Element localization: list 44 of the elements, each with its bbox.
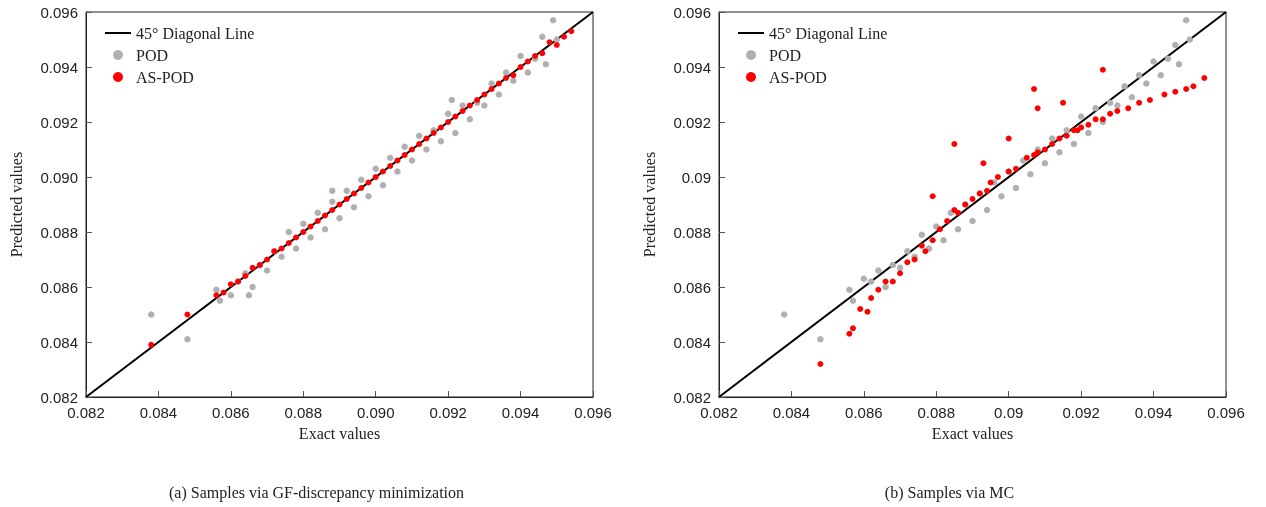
x-tick-label: 0.086	[212, 404, 250, 421]
text: (a) Samples via GF-discrepancy minimization	[168, 483, 465, 502]
y-tick-label: 0.088	[40, 223, 78, 241]
y-axis-title: Predicted values	[7, 151, 25, 258]
x-tick-label: 0.082	[700, 404, 738, 421]
y-tick-label: 0.092	[673, 113, 711, 131]
legend-label: 45° Diagonal Line	[136, 24, 255, 43]
y-tick-label: 0.082	[673, 388, 711, 406]
x-tick-label: 0.09	[994, 404, 1024, 421]
legend-label: AS-POD	[769, 68, 827, 86]
x-tick-label: 0.092	[1062, 404, 1100, 421]
x-tick-label: 0.086	[845, 404, 883, 421]
x-tick-label: 0.088	[284, 404, 323, 421]
legend-label: POD	[769, 46, 802, 64]
legend-label: AS-POD	[136, 68, 194, 86]
y-tick-label: 0.096	[673, 3, 711, 21]
legend-label: POD	[136, 46, 169, 64]
x-axis-title: Exact values	[298, 424, 381, 442]
x-tick-label: 0.082	[67, 404, 105, 421]
text: (b) Samples via MC	[884, 483, 1015, 502]
x-tick-label: 0.094	[1134, 404, 1173, 421]
y-tick-label: 0.092	[40, 113, 78, 131]
x-tick-label: 0.096	[1207, 404, 1245, 421]
legend-label: 45° Diagonal Line	[769, 24, 888, 43]
y-tick-label: 0.094	[673, 58, 711, 76]
x-axis-title: Exact values	[931, 424, 1014, 442]
y-tick-label: 0.086	[673, 278, 711, 296]
x-tick-label: 0.084	[772, 404, 811, 421]
x-tick-label: 0.084	[139, 404, 178, 421]
x-tick-label: 0.096	[574, 404, 612, 421]
x-tick-label: 0.088	[917, 404, 956, 421]
x-tick-label: 0.092	[429, 404, 467, 421]
y-tick-label: 0.084	[673, 333, 711, 351]
y-tick-label: 0.088	[673, 223, 711, 241]
x-tick-label: 0.094	[501, 404, 540, 421]
y-tick-label: 0.082	[40, 388, 78, 406]
y-tick-label: 0.094	[40, 58, 78, 76]
y-tick-label: 0.086	[40, 278, 78, 296]
y-axis-title: Predicted values	[640, 151, 658, 258]
y-tick-label: 0.096	[40, 3, 78, 21]
x-tick-label: 0.090	[356, 404, 395, 421]
y-tick-label: 0.084	[40, 333, 78, 351]
y-tick-label: 0.090	[40, 168, 78, 186]
y-tick-label: 0.09	[681, 168, 711, 186]
